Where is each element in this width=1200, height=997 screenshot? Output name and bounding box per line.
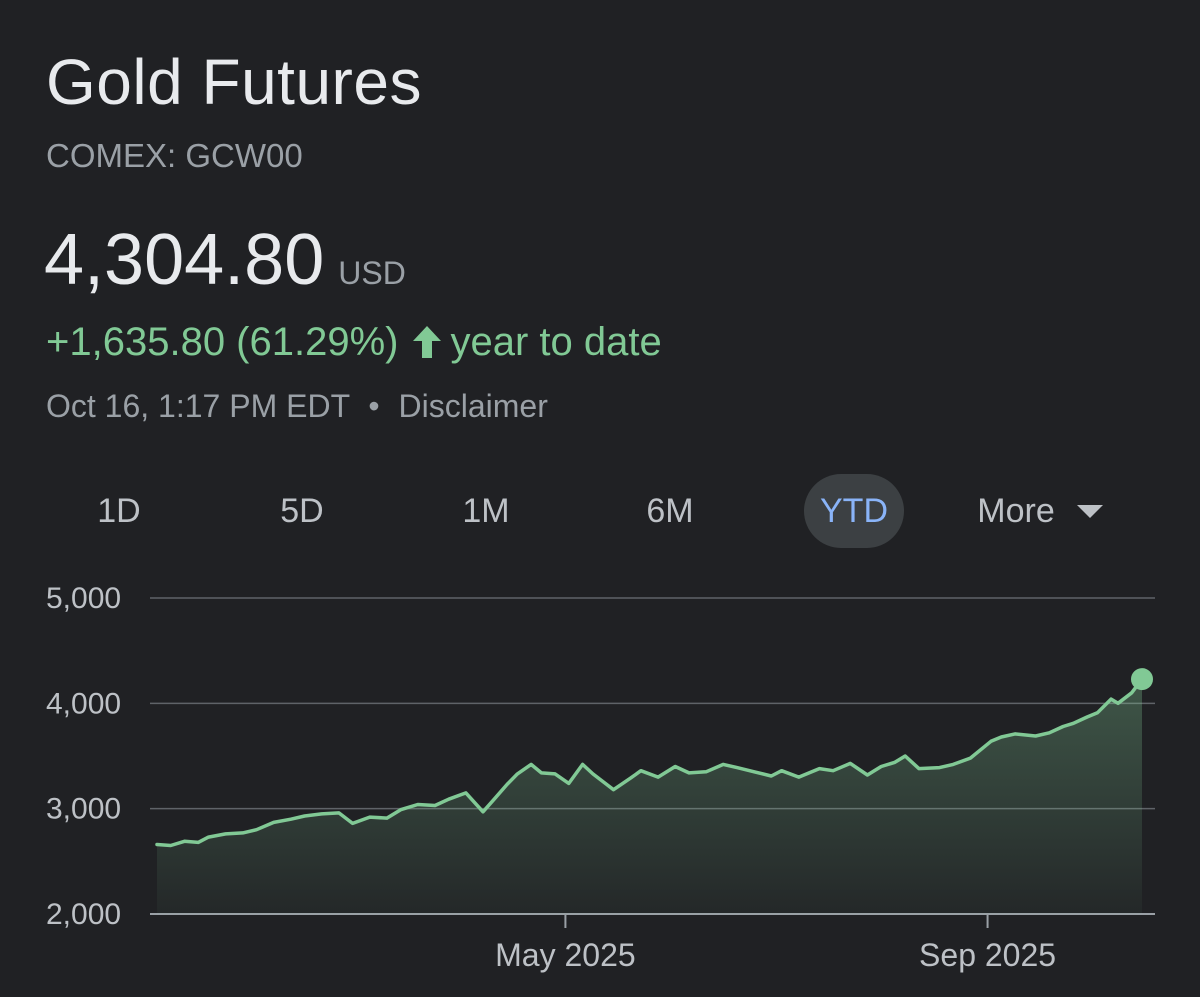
ticker-symbol: COMEX: GCW00 <box>46 137 303 174</box>
latest-point-marker <box>1131 668 1153 691</box>
currency-label: USD <box>338 255 406 291</box>
tab-label: 1D <box>97 491 141 530</box>
range-tabs: 1D 5D 1M 6M YTD More <box>0 474 1200 548</box>
page-title: Gold Futures <box>46 46 422 118</box>
tab-5d[interactable]: 5D <box>261 474 343 548</box>
tab-label: 1M <box>462 491 510 530</box>
arrow-up-icon <box>413 326 442 358</box>
price-change: +1,635.80 (61.29%) <box>46 319 399 364</box>
y-tick-label: 2,000 <box>46 898 121 931</box>
change-period: year to date <box>450 319 662 364</box>
y-tick-label: 5,000 <box>46 582 121 615</box>
tab-label: 6M <box>646 491 694 530</box>
timestamp: Oct 16, 1:17 PM EDT <box>46 388 350 424</box>
timestamp-row: Oct 16, 1:17 PM EDT • Disclaimer <box>46 386 548 426</box>
area-fill <box>157 679 1142 914</box>
y-tick-label: 4,000 <box>46 687 121 720</box>
price-line <box>155 677 1144 848</box>
current-price: 4,304.80 <box>44 220 325 300</box>
caret-down-icon <box>1076 504 1103 518</box>
tab-more[interactable]: More <box>960 474 1120 548</box>
tab-1m[interactable]: 1M <box>445 474 527 548</box>
tab-label: 5D <box>280 491 324 530</box>
tab-1d[interactable]: 1D <box>78 474 160 548</box>
price-chart[interactable]: 2,000 3,000 4,000 5,000 May 2025 Sep 2025 <box>0 560 1200 997</box>
x-tick-label: Sep 2025 <box>919 937 1056 973</box>
x-tick-label: May 2025 <box>495 937 636 973</box>
disclaimer-link[interactable]: Disclaimer <box>398 388 548 424</box>
change-row: +1,635.80 (61.29%) year to date <box>46 318 662 366</box>
price-row: 4,304.80 USD <box>44 220 406 300</box>
separator-dot: • <box>368 388 380 424</box>
tab-label: More <box>977 491 1055 530</box>
y-tick-label: 3,000 <box>46 793 121 826</box>
tab-ytd[interactable]: YTD <box>804 474 904 548</box>
tab-6m[interactable]: 6M <box>629 474 711 548</box>
tab-label: YTD <box>820 491 888 530</box>
